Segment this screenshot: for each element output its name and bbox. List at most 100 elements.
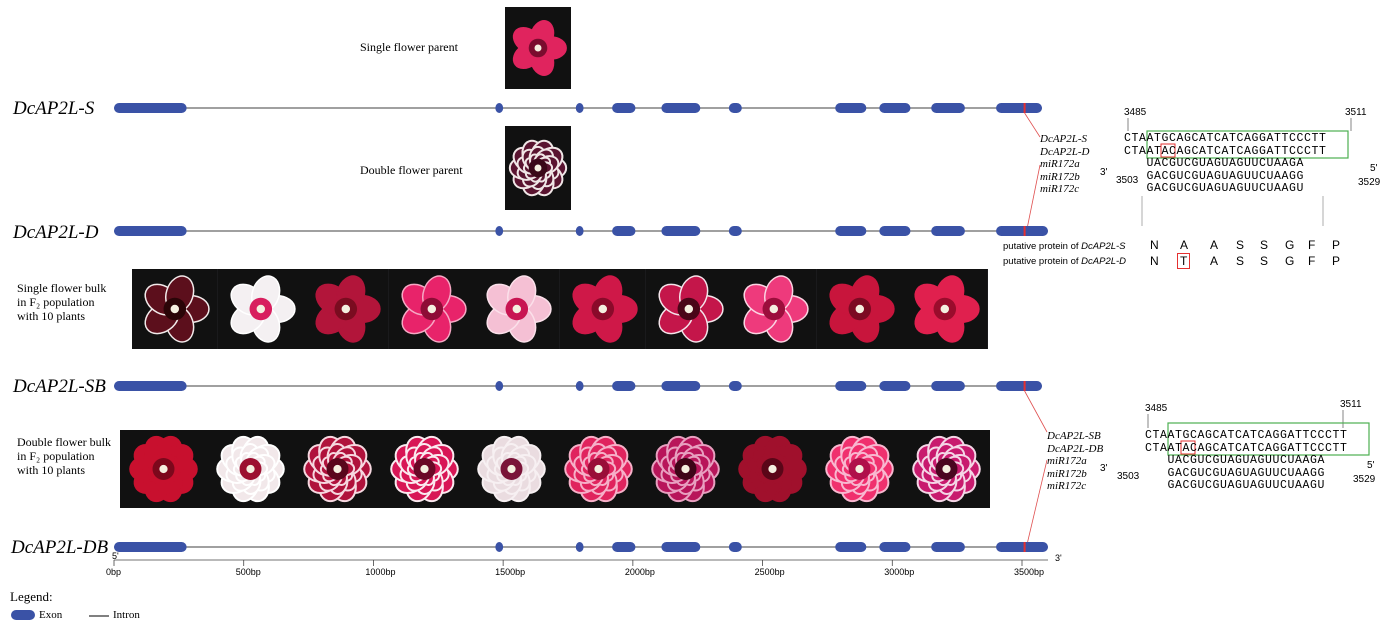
gene-name-sb: DcAP2L-SB (13, 376, 106, 397)
align-top-seq-3: UACGUCGUAGUAGUUCUAAGA (1124, 157, 1305, 170)
axis-tick-label: 0bp (106, 567, 122, 577)
exon-5 (661, 226, 701, 236)
align-top-name-3: miR172a (1040, 158, 1080, 170)
exon-2 (495, 542, 504, 552)
single-bulk-flower-4 (388, 269, 475, 349)
legend-exon-label: Exon (39, 609, 63, 621)
protein-row-1-aa: P (1332, 238, 1341, 252)
protein-row-1-aa: G (1285, 238, 1295, 252)
exon-5 (661, 381, 701, 391)
exon-10 (996, 226, 1048, 236)
exon-2 (495, 103, 504, 113)
gene-structure-s (114, 103, 1042, 113)
protein-row-2-gene: DcAP2L-D (1081, 256, 1127, 267)
exon-5 (661, 103, 701, 113)
exon-10 (996, 103, 1042, 113)
exon-9 (931, 542, 965, 552)
align-bottom-name-1: DcAP2L-SB (1047, 430, 1101, 442)
gene-name-s: DcAP2L-S (13, 98, 95, 119)
protein-row-2-prefix: putative protein of (1003, 256, 1082, 267)
exon-8 (879, 542, 911, 552)
exon-10 (996, 542, 1048, 552)
double-bulk-flower-1 (120, 430, 207, 508)
exon-6 (728, 226, 742, 236)
exon-6 (728, 542, 742, 552)
exon-8 (879, 381, 911, 391)
double-bulk-flower-3 (294, 430, 381, 508)
align-bottom-name-5: miR172c (1047, 480, 1087, 492)
double-bulk-flower-6 (555, 430, 642, 508)
legend-exon-swatch (11, 610, 35, 620)
align-top-seq-5: GACGUCGUAGUAGUUCUAAGU (1124, 182, 1305, 195)
align-top-mir-start: 3503 (1116, 175, 1139, 186)
double-bulk-flower-9 (816, 430, 903, 508)
protein-row-2-aa: F (1308, 254, 1316, 268)
align-bottom-name-3: miR172a (1047, 455, 1087, 467)
exon-3 (575, 103, 584, 113)
single-bulk-flower-5 (474, 269, 560, 349)
single-bulk-flower-10 (902, 269, 988, 349)
axis-tick-label: 2000bp (624, 567, 655, 577)
protein-row-2-aa: N (1150, 254, 1159, 268)
exon-2 (495, 226, 504, 236)
align-bottom-seq-2: CTAATACAGCATCATCAGGATTCCCTT (1145, 441, 1348, 455)
protein-row-2-aa: A (1210, 254, 1219, 268)
double-parent-label: Double flower parent (360, 163, 463, 177)
exon-6 (728, 103, 742, 113)
connector-s (1024, 112, 1041, 138)
double-bulk-flower-8 (729, 430, 816, 508)
double-bulk-flower-5 (468, 430, 555, 508)
axis-three-prime: 3' (1055, 553, 1062, 563)
single-bulk-flower-9 (816, 269, 903, 349)
legend-intron-swatch (89, 615, 109, 617)
align-top-seq-4: GACGUCGUAGUAGUUCUAAGG (1124, 169, 1305, 183)
single-bulk-flower-7 (645, 269, 732, 349)
single-bulk-flower-6 (560, 269, 646, 349)
align-bottom-seq-5: GACGUCGUAGUAGUUCUAAGU (1145, 479, 1326, 492)
single-bulk-flower-8 (731, 269, 817, 349)
protein-row-1-aa: F (1308, 238, 1316, 252)
exon-7 (835, 381, 867, 391)
exon-2 (495, 381, 504, 391)
axis-tick-label: 2500bp (754, 567, 785, 577)
double-bulk-label: Double flower bulk in F₂ population with… (17, 435, 111, 477)
double-parent-photo (505, 126, 571, 210)
align-bottom-five: 5' (1367, 460, 1375, 471)
exon-10 (996, 381, 1042, 391)
protein-row-1-prefix: putative protein of (1003, 241, 1082, 252)
align-bottom-start: 3485 (1145, 403, 1168, 414)
protein-row-1-aa: A (1180, 238, 1189, 252)
single-bulk-flower-1 (132, 269, 218, 349)
axis-tick-label: 1500bp (495, 567, 526, 577)
align-top-seq-1: CTAATGCAGCATCATCAGGATTCCCTT (1124, 132, 1327, 145)
gene-structure-sb (114, 381, 1042, 391)
axis-line-group (113, 559, 1048, 566)
double-bulk-label-line2: in F₂ population (17, 449, 95, 463)
align-bottom-name-2: DcAP2L-DB (1047, 442, 1104, 455)
axis-tick-label: 1000bp (365, 567, 396, 577)
exon-4 (612, 542, 636, 552)
double-bulk-flower-7 (642, 430, 729, 508)
align-top-mir-end: 3529 (1358, 177, 1381, 188)
align-bottom-seq-3: UACGUCGUAGUAGUUCUAAGA (1145, 454, 1326, 467)
single-bulk-label-line3: with 10 plants (17, 309, 85, 323)
exon-1 (114, 103, 187, 113)
align-top-five: 5' (1370, 163, 1378, 174)
exon-7 (835, 103, 867, 113)
exon-9 (931, 103, 965, 113)
align-top-end: 3511 (1345, 107, 1367, 118)
align-top-seq-2: CTAATACAGCATCATCAGGATTCCCTT (1124, 144, 1327, 158)
axis-tick-label: 500bp (235, 567, 261, 577)
protein-row-1-aa: N (1150, 238, 1159, 252)
align-top-three: 3' (1100, 167, 1108, 178)
connector-db (1027, 459, 1048, 543)
legend-intron-label: Intron (113, 609, 140, 621)
gene-structure-db (114, 542, 1048, 552)
exon-9 (931, 381, 965, 391)
exon-3 (575, 226, 584, 236)
double-bulk-label-line1: Double flower bulk (17, 435, 111, 449)
gene-structure-d (114, 226, 1048, 236)
exon-1 (114, 542, 187, 552)
double-bulk-label-line3: with 10 plants (17, 463, 85, 477)
double-bulk-strip (120, 430, 990, 508)
